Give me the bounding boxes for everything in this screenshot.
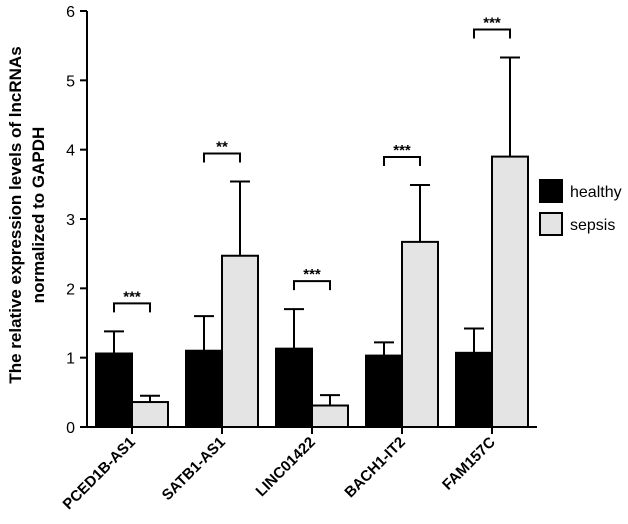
significance-label-SATB1-AS1: ** xyxy=(216,139,228,156)
bar-sepsis-PCED1B-AS1 xyxy=(131,401,169,429)
significance-label-BACH1-IT2: *** xyxy=(393,142,411,159)
significance-bracket-PCED1B-AS1 xyxy=(113,302,151,313)
bar-healthy-FAM157C xyxy=(455,351,493,428)
bar-sepsis-SATB1-AS1 xyxy=(221,254,259,428)
y-axis-label-line-2: normalized to GAPDH xyxy=(29,127,48,304)
y-axis-label-line-1: The relative expression levels of lncRNA… xyxy=(6,46,25,383)
significance-bracket-BACH1-IT2 xyxy=(383,156,421,167)
bar-sepsis-LINC01422 xyxy=(311,404,349,428)
bar-healthy-LINC01422 xyxy=(275,347,313,428)
significance-label-LINC01422: *** xyxy=(303,266,321,283)
significance-label-FAM157C: *** xyxy=(483,14,501,31)
legend: healthy sepsis xyxy=(539,179,622,236)
category-label-SATB1-AS1: SATB1-AS1 xyxy=(159,434,229,504)
bar-sepsis-BACH1-IT2 xyxy=(401,240,439,428)
y-tick-label: 5 xyxy=(66,73,75,90)
category-label-BACH1-IT2: BACH1-IT2 xyxy=(341,434,408,501)
y-tick-label: 6 xyxy=(66,4,75,21)
legend-label-healthy: healthy xyxy=(570,184,622,201)
y-tick-label: 4 xyxy=(66,143,75,160)
y-tick-label: 2 xyxy=(66,281,75,298)
legend-swatch-sepsis xyxy=(539,212,563,236)
legend-label-sepsis: sepsis xyxy=(570,217,615,234)
category-labels: PCED1B-AS1 SATB1-AS1 LINC01422 BACH1-IT2 FAM… xyxy=(60,427,499,513)
y-tick-label: 0 xyxy=(66,420,75,437)
category-label-FAM157C: FAM157C xyxy=(439,434,499,494)
significance-bracket-FAM157C xyxy=(473,28,511,39)
category-label-PCED1B-AS1: PCED1B-AS1 xyxy=(60,434,139,513)
legend-swatch-healthy xyxy=(539,179,563,203)
significance-markers: ************** xyxy=(113,14,511,313)
significance-label-PCED1B-AS1: *** xyxy=(123,288,141,305)
bar-sepsis-FAM157C xyxy=(491,155,529,428)
chart-bars xyxy=(95,56,529,429)
y-tick-label: 3 xyxy=(66,212,75,229)
significance-bracket-SATB1-AS1 xyxy=(203,152,241,163)
category-label-LINC01422: LINC01422 xyxy=(253,434,319,500)
bar-healthy-SATB1-AS1 xyxy=(185,349,223,429)
significance-bracket-LINC01422 xyxy=(293,280,331,291)
y-tick-label: 1 xyxy=(66,351,75,368)
bar-healthy-PCED1B-AS1 xyxy=(95,352,133,428)
bar-healthy-BACH1-IT2 xyxy=(365,354,403,428)
